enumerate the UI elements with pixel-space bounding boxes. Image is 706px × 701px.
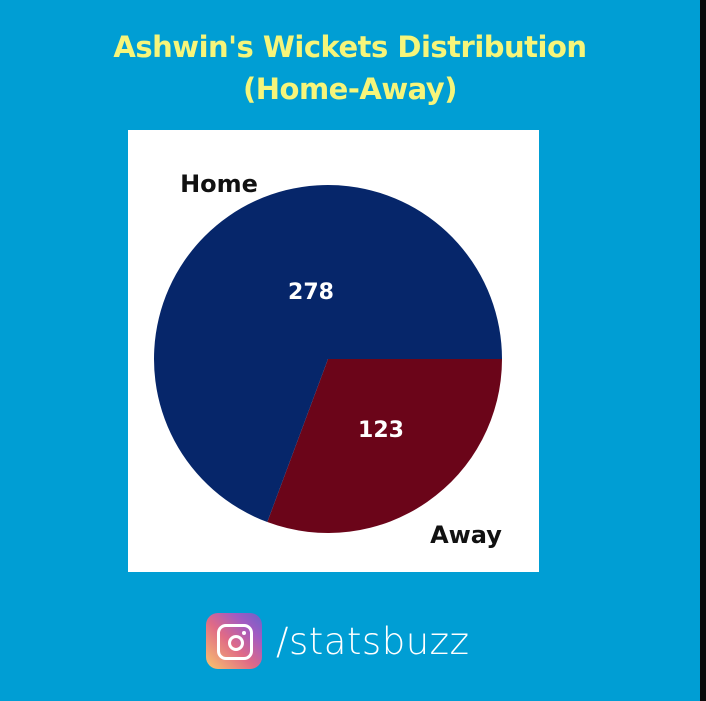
instagram-icon[interactable]	[206, 613, 262, 669]
pie-chart: 278 123 Home Away	[154, 170, 503, 549]
category-label-away: Away	[430, 521, 502, 549]
instagram-frame-shape	[217, 624, 253, 660]
chart-card: 278 123 Home Away	[128, 130, 539, 572]
footer: /statsbuzz	[206, 613, 470, 669]
right-edge-bar	[700, 0, 706, 701]
pie-slice-home	[154, 185, 503, 523]
social-handle[interactable]: /statsbuzz	[276, 619, 470, 663]
value-label-away: 123	[358, 418, 404, 443]
instagram-dot-shape	[242, 631, 246, 635]
category-label-home: Home	[180, 170, 258, 198]
instagram-lens-shape	[228, 635, 244, 651]
value-label-home: 278	[288, 280, 334, 305]
title-line-1: Ashwin's Wickets Distribution	[113, 30, 587, 64]
chart-title: Ashwin's Wickets Distribution (Home-Away…	[0, 26, 700, 110]
title-line-2: (Home-Away)	[243, 72, 457, 106]
pie-slice-away	[267, 359, 502, 533]
